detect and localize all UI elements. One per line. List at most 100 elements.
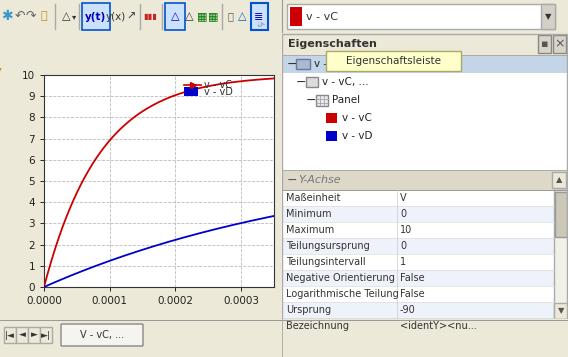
Bar [296,59,310,69]
Text: False: False [400,273,425,283]
Bar [282,270,554,286]
Bar [251,3,268,30]
Text: Maßeinheit: Maßeinheit [286,193,340,203]
Bar [4,327,16,343]
Text: Negative Orientierung: Negative Orientierung [286,273,395,283]
Bar [282,206,554,222]
Text: ►|: ►| [41,331,51,340]
Text: v - vC: v - vC [342,113,372,123]
Text: ►: ► [31,331,37,340]
Text: V: V [0,66,2,80]
Text: Teilungsintervall: Teilungsintervall [286,257,366,267]
Bar [541,4,555,29]
Text: Eigenschaften: Eigenschaften [288,39,377,49]
Bar [40,327,52,343]
Bar [306,77,318,87]
Text: v - vC: v - vC [204,80,232,90]
Bar [553,35,566,53]
Text: y(t): y(t) [85,11,107,21]
Text: ▼: ▼ [558,307,564,316]
Text: ▦: ▦ [208,11,218,21]
Text: v - vC: v - vC [306,11,338,21]
Bar [554,190,568,319]
Text: False: False [400,289,425,299]
Bar [555,192,567,237]
Text: ▪: ▪ [541,39,549,49]
Text: ▼: ▼ [545,12,552,21]
Text: Y-Achse: Y-Achse [298,175,341,185]
Text: y(x): y(x) [106,11,126,21]
Bar [554,303,568,319]
Bar [538,35,551,53]
Text: ≣: ≣ [254,11,264,21]
Text: ↗: ↗ [126,11,136,21]
Bar [282,222,554,238]
Text: 💾: 💾 [227,11,233,21]
Bar [184,87,198,96]
Text: −: − [287,174,298,186]
Text: Bezeichnung: Bezeichnung [286,321,349,331]
Text: 10: 10 [400,225,412,235]
Text: ◄: ◄ [19,331,26,340]
Bar [28,327,40,343]
Bar [282,55,568,170]
Text: |◄: |◄ [5,331,15,340]
Text: v - vC, ...: v - vC, ... [314,59,361,69]
Bar [282,55,568,73]
Text: ▲: ▲ [556,176,562,185]
Text: -90: -90 [400,305,416,315]
Bar [282,33,568,55]
Text: −: − [296,75,307,89]
Text: ☞: ☞ [253,19,265,31]
Text: ✱: ✱ [1,10,13,24]
Text: △: △ [185,11,193,21]
Text: Panel: Panel [332,95,360,105]
Text: <identY><nu...: <identY><nu... [400,321,477,331]
Bar [82,3,110,30]
FancyBboxPatch shape [61,324,143,346]
Bar [282,254,554,270]
Bar [287,4,555,29]
Bar [282,190,554,206]
Text: ↷: ↷ [26,10,36,23]
Text: Maximum: Maximum [286,225,334,235]
Text: △: △ [238,11,247,21]
Text: ×: × [555,37,565,50]
Text: △: △ [171,11,179,21]
Bar [16,327,28,343]
Text: −: − [306,94,316,106]
Text: V: V [400,193,407,203]
Bar [282,238,554,254]
Text: V - vC, ...: V - vC, ... [80,330,124,340]
Bar [282,318,554,334]
Text: ▾: ▾ [72,12,76,21]
Bar [282,286,554,302]
Text: 0: 0 [400,241,406,251]
Text: △: △ [62,11,70,21]
Text: Logarithmische Teilung: Logarithmische Teilung [286,289,399,299]
Text: Minimum: Minimum [286,209,332,219]
Text: 0: 0 [400,209,406,219]
Text: v - vD: v - vD [204,87,233,97]
Text: Ursprung: Ursprung [286,305,331,315]
Text: Eigenschaftsleiste: Eigenschaftsleiste [346,56,441,66]
Text: 🔍: 🔍 [41,11,47,21]
Bar [326,131,337,141]
Bar [316,95,328,106]
Bar [552,172,566,188]
Text: v - vC, ...: v - vC, ... [322,77,369,87]
Bar [165,3,185,30]
Bar [282,170,568,190]
FancyBboxPatch shape [326,51,461,71]
Bar [290,7,302,26]
Text: Teilungsursprung: Teilungsursprung [286,241,370,251]
Bar [326,113,337,123]
Text: −: − [287,57,298,70]
Text: 1: 1 [400,257,406,267]
Text: ▮▮▮: ▮▮▮ [143,12,157,21]
Bar [282,302,554,318]
Text: s: s [283,304,289,314]
Text: ↶: ↶ [15,10,25,23]
Text: v - vD: v - vD [342,131,373,141]
Text: ▦: ▦ [197,11,207,21]
